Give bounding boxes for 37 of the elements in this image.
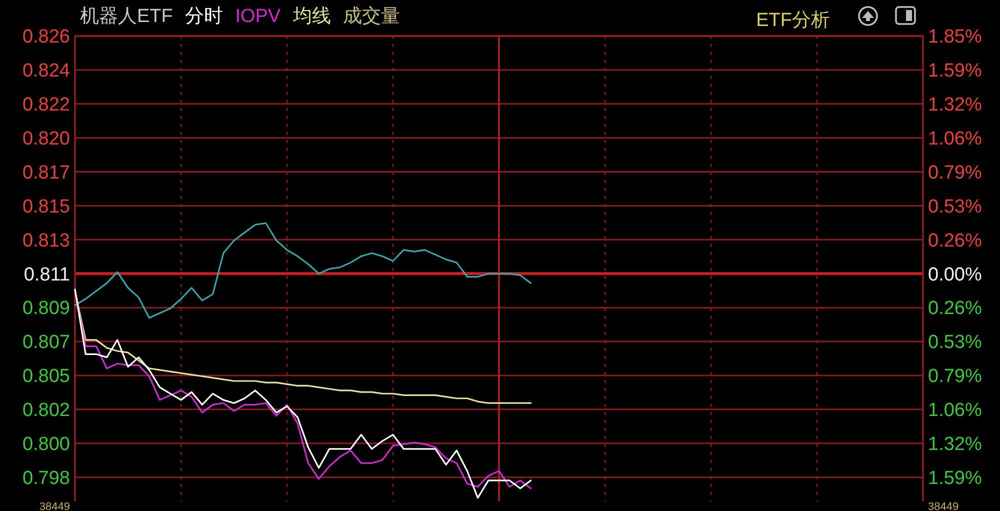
text: 分时 xyxy=(185,6,224,27)
y2-tick-label: 0.26% xyxy=(928,230,982,252)
y-tick-label: 0.822 xyxy=(22,94,70,116)
y-tick-label: 0.817 xyxy=(22,162,70,184)
y2-tick-label: 1.06% xyxy=(928,128,982,150)
text: 38449 xyxy=(39,501,70,511)
y2-tick-label: 1.06% xyxy=(928,400,982,422)
text: 38449 xyxy=(928,501,959,511)
y-tick-label: 0.807 xyxy=(22,332,70,354)
y-tick-label: 0.802 xyxy=(22,400,70,422)
y2-tick-label: 1.59% xyxy=(928,468,982,489)
y2-tick-label: 1.32% xyxy=(928,94,982,116)
y2-tick-label: 0.79% xyxy=(928,162,982,184)
y2-tick-label: 1.85% xyxy=(928,26,982,48)
y-tick-label: 0.811 xyxy=(24,264,70,286)
text: IOPV xyxy=(235,6,281,27)
y-tick-label: 0.826 xyxy=(22,26,70,48)
y2-tick-label: 0.00% xyxy=(928,264,982,286)
text: 均线 xyxy=(292,6,331,27)
y2-tick-label: 0.79% xyxy=(928,366,982,388)
text: ETF分析 xyxy=(756,10,830,31)
y2-tick-label: 0.53% xyxy=(928,196,982,218)
y-tick-label: 0.813 xyxy=(22,230,70,252)
y-tick-label: 0.805 xyxy=(22,366,70,388)
y2-tick-label: 1.32% xyxy=(928,434,982,456)
y-tick-label: 0.824 xyxy=(22,60,70,82)
y-tick-label: 0.820 xyxy=(22,128,70,150)
y2-tick-label: 1.59% xyxy=(928,60,982,82)
y-tick-label: 0.809 xyxy=(22,298,70,320)
text: 成交量 xyxy=(342,5,400,27)
chart-title: 机器人ETF xyxy=(80,6,173,27)
y-tick-label: 0.815 xyxy=(22,196,70,218)
y2-tick-label: 0.53% xyxy=(928,332,982,354)
y2-tick-label: 0.26% xyxy=(928,298,982,320)
y-tick-label: 0.800 xyxy=(22,434,70,456)
y-tick-label: 0.798 xyxy=(22,468,70,489)
line-series xyxy=(74,222,532,319)
